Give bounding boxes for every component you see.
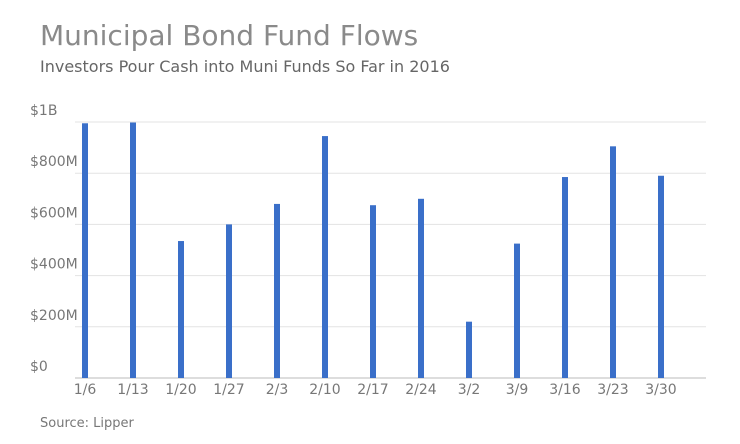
bar <box>658 175 664 378</box>
x-tick-label: 2/17 <box>357 382 388 398</box>
bar <box>610 146 616 378</box>
x-tick-label: 1/13 <box>117 382 148 398</box>
bar <box>514 243 520 378</box>
bar <box>322 136 328 378</box>
x-tick-label: 2/24 <box>405 382 437 398</box>
bar <box>418 198 424 378</box>
chart-title: Municipal Bond Fund Flows <box>40 19 418 52</box>
bar <box>562 177 568 378</box>
bar <box>130 122 136 379</box>
bar <box>466 321 472 378</box>
y-tick-label: $800M <box>30 154 78 170</box>
y-tick-label: $400M <box>30 257 78 273</box>
bar <box>274 203 280 378</box>
x-tick-label: 3/30 <box>645 382 676 398</box>
y-tick-label: $1B <box>30 103 57 119</box>
y-tick-label: $200M <box>30 308 78 324</box>
bar <box>178 241 184 378</box>
x-tick-label: 3/2 <box>458 382 481 398</box>
x-tick-label: 2/3 <box>266 382 289 398</box>
y-tick-label: $600M <box>30 205 78 221</box>
x-tick-label: 2/10 <box>309 382 340 398</box>
y-tick-label: $0 <box>30 359 48 375</box>
x-tick-label: 3/23 <box>597 382 628 398</box>
bar <box>82 123 88 378</box>
chart-subtitle: Investors Pour Cash into Muni Funds So F… <box>40 57 450 76</box>
x-tick-label: 1/20 <box>165 382 196 398</box>
x-tick-label: 3/9 <box>506 382 529 398</box>
x-tick-label: 1/6 <box>74 382 97 398</box>
source-note: Source: Lipper <box>40 416 135 431</box>
x-tick-label: 3/16 <box>549 382 581 398</box>
bar <box>226 224 232 378</box>
bar <box>370 205 376 378</box>
x-tick-label: 1/27 <box>213 382 244 398</box>
